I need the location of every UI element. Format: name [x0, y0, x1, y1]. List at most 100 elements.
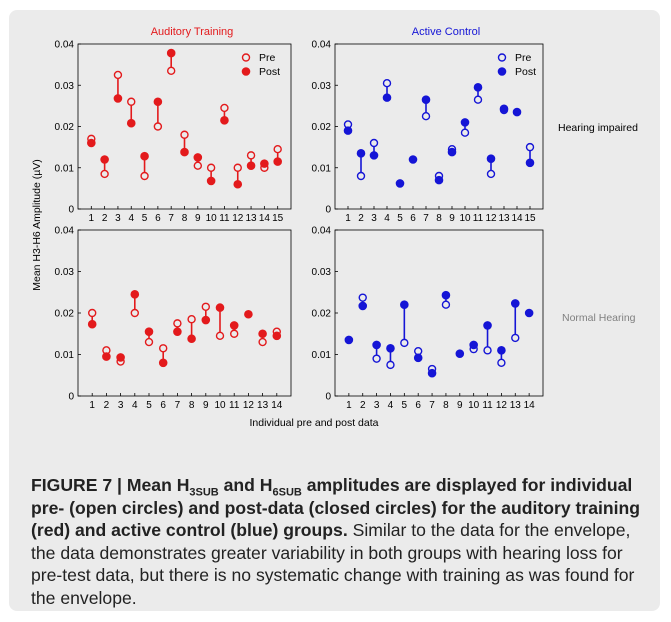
post-point — [497, 346, 506, 355]
x-tick-label: 9 — [457, 400, 463, 411]
post-point — [100, 155, 109, 164]
x-tick-label: 13 — [510, 400, 522, 411]
pre-point — [180, 130, 189, 139]
post-point — [206, 176, 216, 186]
x-tick-label: 11 — [229, 400, 240, 411]
y-tick-label: 0.02 — [312, 122, 332, 133]
post-point — [469, 340, 478, 350]
x-tick-label: 3 — [374, 400, 380, 411]
legend-post-marker — [497, 67, 507, 76]
post-point — [126, 118, 136, 128]
row-label-normal-hearing: Normal Hearing — [562, 312, 636, 324]
x-tick-label: 12 — [485, 213, 497, 224]
x-tick-label: 15 — [524, 213, 536, 224]
legend-post-marker — [241, 67, 251, 76]
post-point — [233, 179, 243, 189]
axes-box — [77, 229, 292, 397]
x-tick-label: 5 — [146, 400, 152, 411]
pre-point — [193, 161, 203, 170]
y-tick-label: 0.03 — [55, 81, 75, 92]
x-tick-label: 3 — [371, 213, 377, 224]
pre-point — [229, 329, 239, 338]
x-tick-label: 13 — [498, 213, 510, 224]
pre-point — [273, 144, 282, 154]
post-point — [510, 299, 520, 308]
x-tick-label: 9 — [195, 213, 201, 224]
post-point — [473, 83, 483, 92]
pre-point — [511, 333, 520, 343]
panel-title-auditory-training: Auditory Training — [151, 26, 234, 38]
post-point — [486, 154, 496, 163]
caption-subscript-6: 6SUB — [272, 486, 302, 499]
post-point — [173, 327, 182, 336]
chart-panels: 00.010.020.030.041 2 3 4 5 6 7 8 9 10 11 12 13 14 15Pr… — [55, 40, 544, 411]
y-tick-label: 0.01 — [55, 350, 75, 361]
pre-point — [201, 302, 211, 311]
x-tick-label: 5 — [402, 400, 408, 411]
x-tick-label: 12 — [232, 213, 244, 224]
post-point — [113, 94, 123, 103]
pre-point — [386, 360, 395, 370]
panel-3: 00.010.020.030.041 2 3 4 5 6 7 8 9 10 11 12 13 14 — [55, 226, 292, 411]
post-point — [386, 343, 395, 353]
post-point — [441, 290, 451, 300]
pre-point — [187, 315, 196, 324]
post-point — [460, 118, 470, 127]
post-point — [140, 151, 149, 161]
pre-point — [173, 319, 182, 328]
x-tick-label: 9 — [203, 400, 209, 411]
post-point — [220, 116, 229, 125]
post-point — [166, 48, 176, 58]
legend-post-label: Post — [259, 66, 280, 78]
post-point — [87, 138, 96, 148]
post-point — [87, 319, 97, 329]
post-point — [400, 300, 409, 310]
post-point — [455, 349, 465, 358]
x-tick-label: 4 — [132, 400, 138, 411]
y-tick-label: 0.04 — [312, 40, 332, 51]
figure-static-layer: Mean H3-H6 Amplitude (µV) Individual pre… — [31, 26, 638, 429]
post-point — [369, 151, 379, 160]
post-point — [343, 126, 353, 135]
pre-point — [483, 346, 492, 355]
pre-point — [400, 338, 409, 348]
pre-point — [100, 169, 109, 179]
y-tick-label: 0 — [68, 392, 74, 403]
x-tick-label: 8 — [443, 400, 449, 411]
pre-point — [233, 163, 242, 172]
x-tick-label: 14 — [271, 400, 283, 411]
x-tick-label: 2 — [104, 400, 110, 411]
caption-title: FIGURE 7 | Mean H3SUB and H6SUB amplitud… — [31, 475, 640, 540]
pre-point — [144, 337, 154, 347]
x-tick-label: 7 — [175, 400, 181, 411]
post-point — [246, 161, 256, 170]
pre-point — [220, 103, 229, 113]
post-point — [273, 157, 282, 166]
post-point — [153, 97, 163, 107]
pre-point — [358, 293, 367, 302]
pre-point — [158, 344, 168, 353]
pre-point — [460, 128, 470, 137]
post-point — [201, 315, 211, 325]
x-tick-label: 3 — [118, 400, 124, 411]
post-point — [356, 149, 366, 158]
post-point — [483, 321, 492, 330]
x-tick-label: 1 — [89, 213, 95, 224]
post-point — [158, 358, 168, 368]
pre-point — [130, 308, 140, 318]
y-tick-label: 0 — [68, 205, 74, 216]
axes-box — [334, 229, 544, 397]
pre-point — [382, 78, 392, 88]
y-tick-label: 0.03 — [312, 81, 332, 92]
panel-title-active-control: Active Control — [412, 26, 480, 38]
x-tick-label: 4 — [384, 213, 390, 224]
panel-4: 00.010.020.030.041 2 3 4 5 6 7 8 9 10 11 12 13 14 — [312, 226, 544, 411]
caption-body: Similar to the data for the envelope, th… — [31, 520, 635, 608]
x-tick-label: 8 — [189, 400, 195, 411]
panel-1: 00.010.020.030.041 2 3 4 5 6 7 8 9 10 11 12 13 14 15Pr… — [55, 40, 292, 224]
legend-pre-label: Pre — [515, 52, 532, 64]
pre-point — [246, 151, 256, 160]
pre-point — [206, 163, 216, 172]
post-point — [258, 329, 267, 339]
x-tick-label: 5 — [142, 213, 148, 224]
